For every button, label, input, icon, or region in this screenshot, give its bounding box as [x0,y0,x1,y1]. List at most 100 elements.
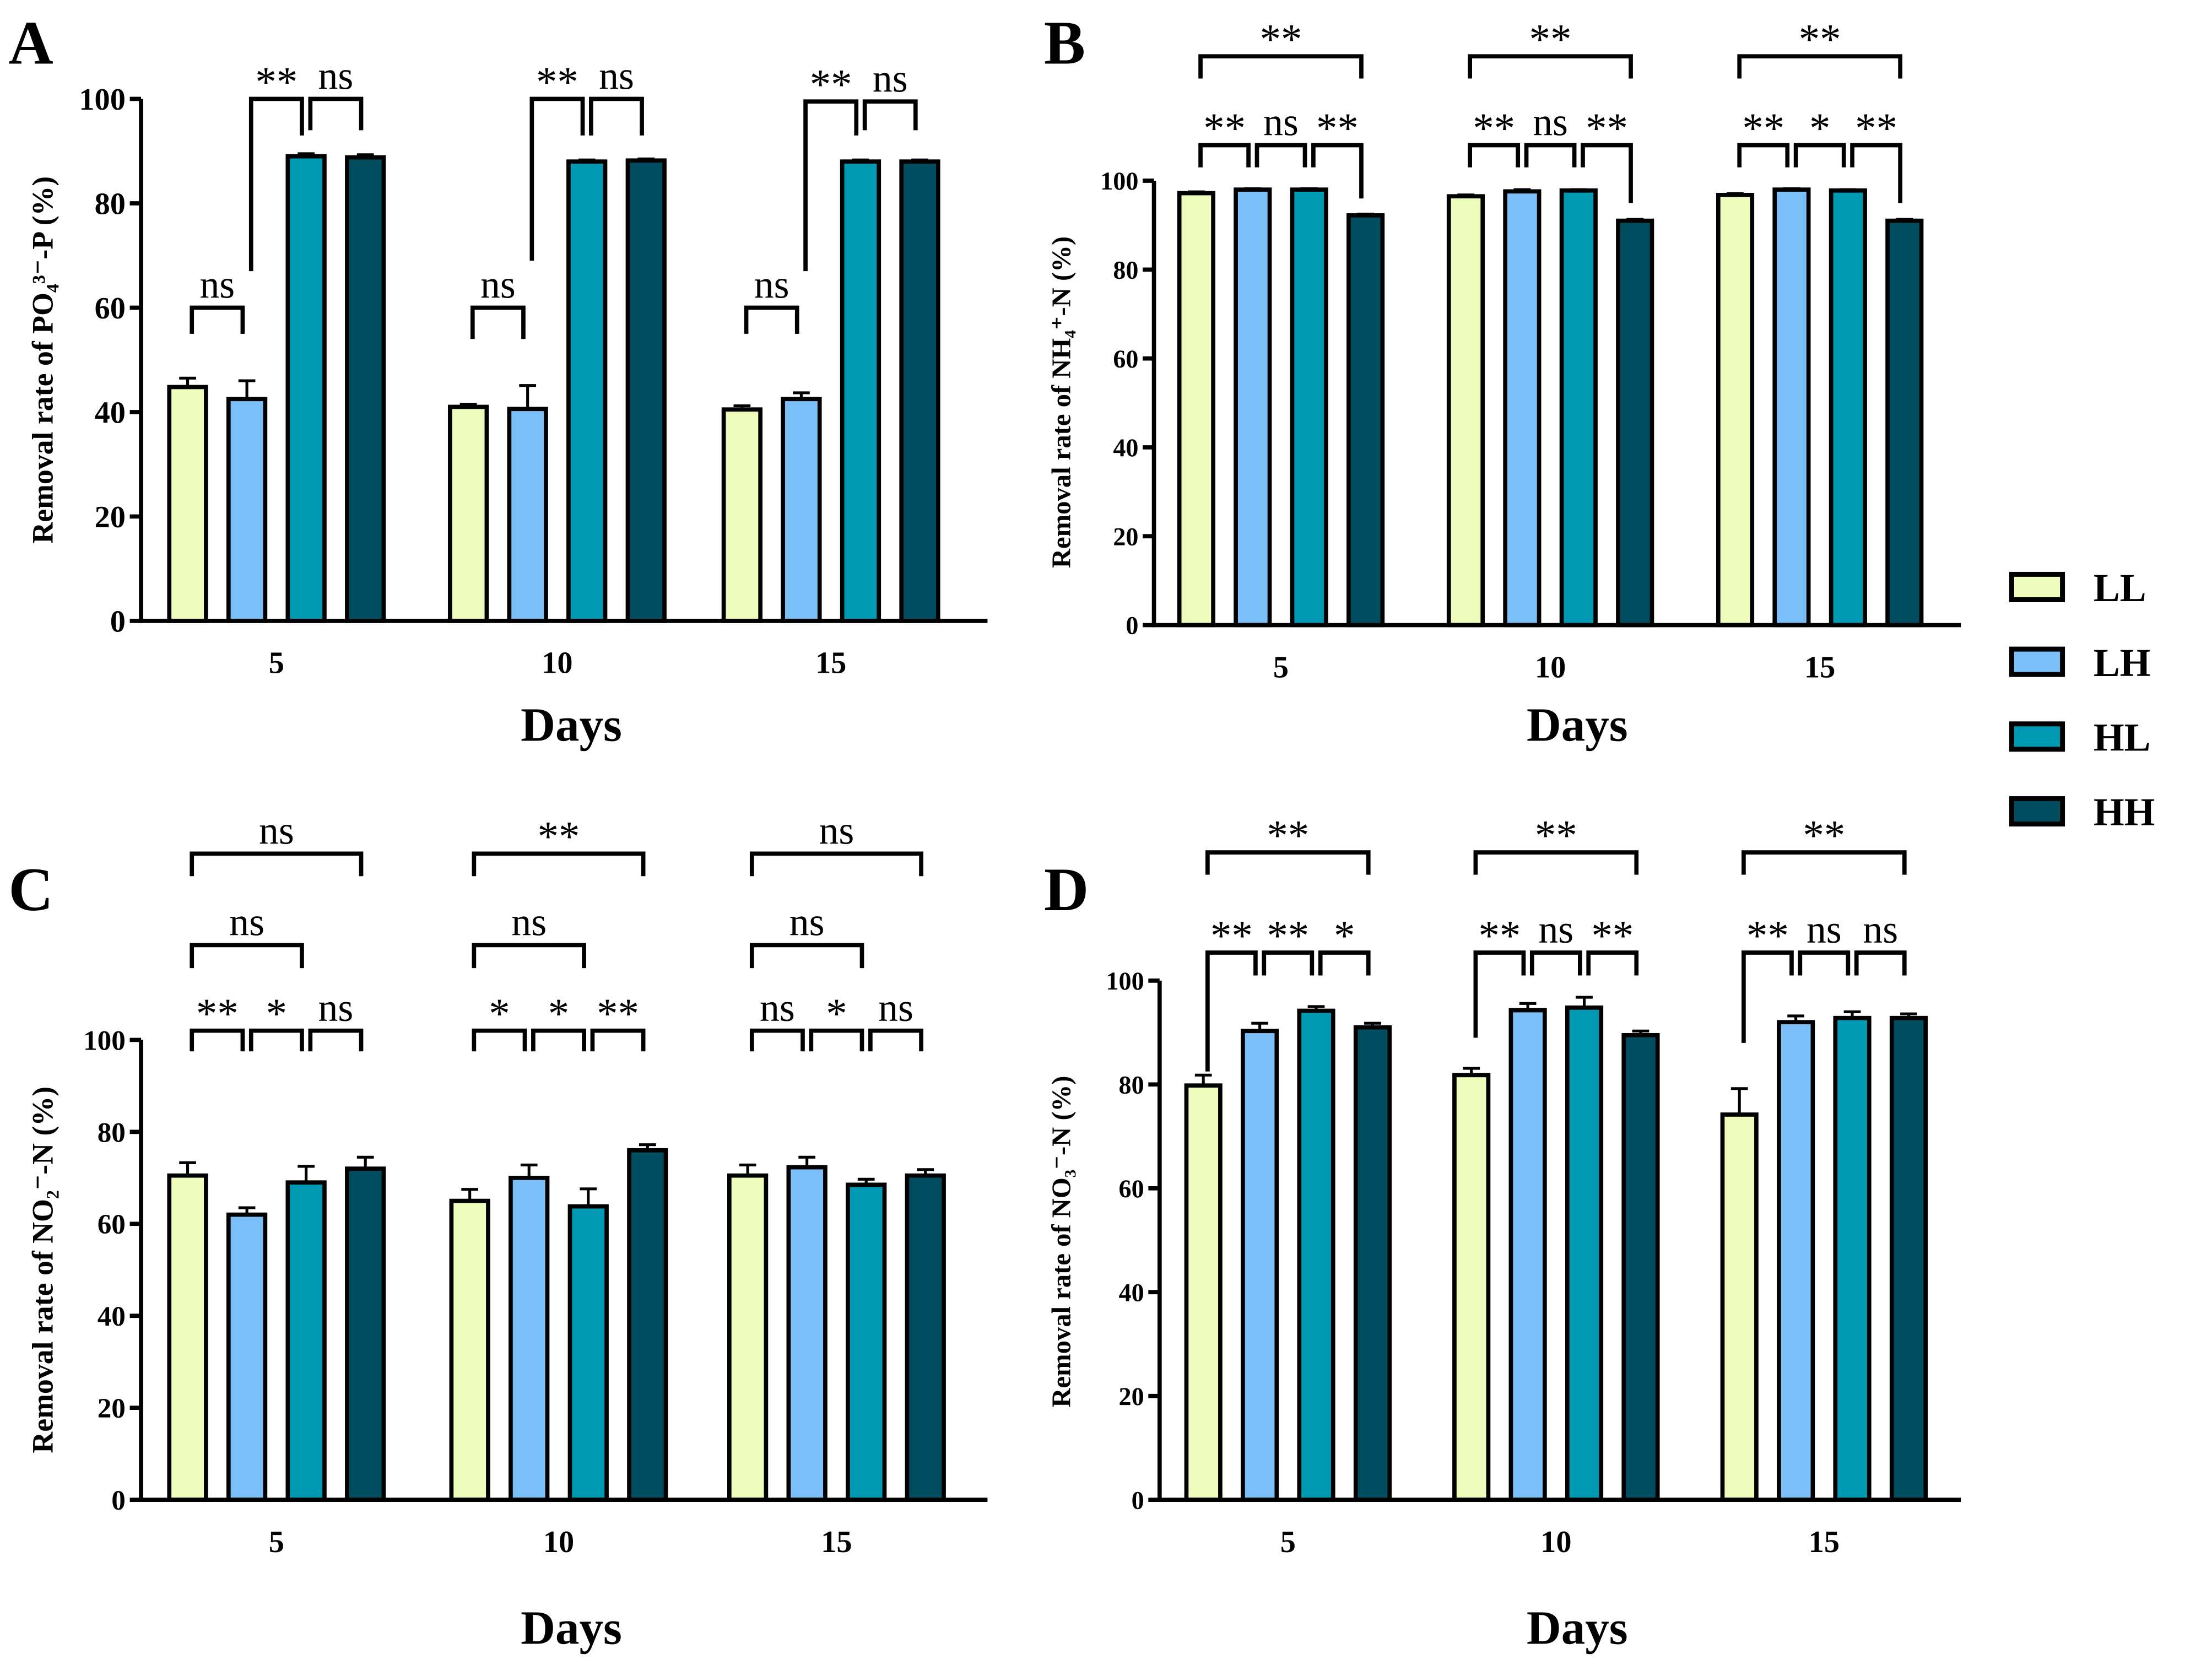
y-tick-label: 60 [95,291,126,326]
legend-label: HL [2094,715,2151,759]
bar-hh-day-15 [1889,1015,1928,1502]
significance-bracket [1742,850,1907,875]
x-tick-label: 10 [543,1525,574,1559]
significance-bracket [1798,950,1851,976]
bar-hl-day-15 [1833,1015,1872,1502]
legend-item-ll: LL [2009,566,2146,610]
significance-bracket [190,1028,245,1052]
significance-bracket [749,1028,805,1052]
significance-label: ** [1586,105,1628,152]
bar-hh-day-10 [627,1148,668,1502]
significance-label: ** [810,61,852,108]
significance-bracket [1737,54,1902,79]
y-tick-label: 60 [1119,1175,1144,1203]
significance-label: ** [597,991,639,1037]
bar-lh-day-15 [781,397,822,623]
legend-label: HH [2094,790,2155,834]
y-tick-label: 0 [1132,1486,1144,1514]
panel-letter: C [8,856,53,924]
y-tick-label: 100 [83,1025,126,1056]
legend-label: LH [2094,641,2151,685]
bar-hl-day-10 [1559,188,1598,628]
bar-hl-day-5 [1297,1008,1335,1502]
panel-letter: A [8,9,53,77]
bar-lh-day-10 [1503,189,1542,628]
y-tick-label: 0 [110,605,126,639]
significance-bracket [1581,143,1633,203]
panel-b: B 0 20 40 60 80 100 5 10 15 Days Removal rate of NH… [1044,9,1961,752]
x-axis-label: Days [1527,1601,1628,1654]
bar-ll-day-10 [449,1198,490,1502]
legend-swatch [2009,571,2065,602]
bar-hh-day-5 [345,155,386,623]
significance-label: ns [789,900,825,944]
significance-label: ns [199,263,235,307]
significance-bracket [862,99,918,131]
bar-hl-day-15 [846,1182,887,1502]
bar-hh-day-5 [345,1166,386,1502]
significance-bracket [749,851,923,877]
bar-ll-day-10 [1446,194,1485,628]
significance-bracket [1318,950,1371,976]
significance-bracket [1198,143,1251,167]
significance-bracket [1850,143,1902,203]
y-axis-label: Removal rate of NO₃⁻-N (%) [1047,1075,1077,1407]
x-tick-label: 5 [1273,650,1289,684]
bar-hh-day-10 [1621,1032,1660,1502]
significance-label: ** [1473,105,1515,152]
significance-label: ** [536,58,578,105]
legend-swatch [2009,646,2065,677]
x-axis-label: Days [1527,698,1628,752]
significance-bracket [308,1028,364,1052]
significance-bracket [190,943,304,969]
significance-bracket [589,96,644,136]
legend-item-lh: LH [2009,641,2151,685]
bar-ll-day-10 [1452,1073,1491,1502]
significance-bracket [470,305,526,339]
x-tick-label: 15 [815,646,846,680]
significance-label: ns [318,986,354,1030]
bar-hl-day-15 [1829,188,1867,628]
panel-c: C 0 20 40 60 80 100 5 10 15 Days Removal rate of NO… [8,808,988,1654]
significance-label: ns [873,56,908,100]
significance-label: ns [1807,907,1842,952]
bar-hl-day-5 [285,1180,327,1502]
significance-bracket [868,1028,923,1052]
x-tick-label: 15 [821,1525,852,1559]
x-tick-label: 10 [542,646,572,680]
bar-hh-day-15 [899,159,940,623]
bar-lh-day-5 [1241,1029,1279,1502]
significance-bracket [1262,950,1315,976]
significance-bracket [1854,950,1907,976]
x-axis-label: Days [521,698,622,752]
significance-label: * [1334,912,1355,959]
significance-bracket [1524,143,1577,167]
significance-bracket [529,96,585,261]
significance-label: ** [1742,105,1784,152]
bar-hh-day-15 [1885,218,1924,628]
significance-bracket [1205,850,1371,875]
significance-bracket [190,851,364,877]
significance-bracket [1254,143,1307,167]
significance-bracket [190,305,245,334]
significance-label: * [266,991,287,1037]
significance-bracket [472,943,586,969]
significance-label: ** [538,813,580,860]
y-tick-label: 100 [1100,167,1138,195]
bar-ll-day-10 [447,404,489,623]
significance-label: ** [1210,912,1253,959]
significance-bracket [1737,143,1790,167]
panel-a: A 0 20 40 60 80 100 5 10 15 Days Removal rate of PO… [8,9,988,752]
y-tick-label: 40 [95,396,126,430]
x-axis-label: Days [521,1601,622,1654]
bar-ll-day-15 [727,1173,769,1502]
y-tick-label: 80 [95,187,126,221]
y-tick-label: 80 [1113,256,1138,284]
y-axis-label: Removal rate of NH₄⁺-N (%) [1047,236,1077,568]
significance-label: ns [1263,100,1299,144]
significance-bracket [248,96,304,272]
significance-bracket [1198,54,1364,79]
significance-bracket [472,1028,527,1052]
bar-ll-day-15 [721,407,762,623]
